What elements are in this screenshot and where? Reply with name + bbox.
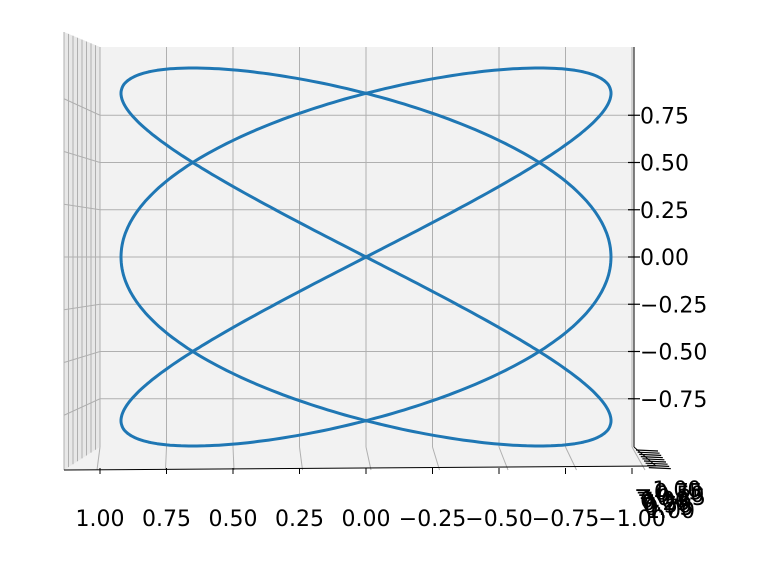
- y-tick-mark: [647, 464, 670, 467]
- x-axis-line: [63, 465, 657, 471]
- x-tick-label: 0.75: [142, 507, 191, 532]
- y-tick-label: −0.75: [636, 481, 703, 506]
- z-tick-label: 0.25: [640, 199, 689, 224]
- y-tick-mark: [635, 449, 659, 452]
- floor-grid-line: [232, 446, 235, 471]
- z-tick-label: 0.50: [640, 152, 689, 177]
- y-tick-mark: [642, 458, 665, 461]
- side-z-grid-line: [63, 203, 101, 211]
- y-tick-mark: [643, 460, 667, 463]
- floor-grid-line: [299, 446, 303, 471]
- side-z-grid-line: [63, 98, 101, 116]
- y-tick-label: 0.75: [645, 496, 694, 521]
- floor-pane: [64, 447, 656, 470]
- axes-panes: [64, 32, 656, 470]
- x-tick-label: 0.25: [275, 507, 324, 532]
- y-tick-mark: [640, 456, 663, 459]
- floor-grid-line: [165, 446, 167, 471]
- side-z-grid-line: [63, 398, 101, 416]
- z-tick-label: −0.75: [640, 388, 707, 413]
- y-tick-label: 0.25: [642, 491, 691, 516]
- side-z-grid-line: [63, 303, 101, 311]
- y-tick-label: −0.25: [639, 486, 706, 511]
- z-tick-label: 0.75: [640, 104, 689, 129]
- series-line: [119, 66, 613, 448]
- z-tick-label: −0.25: [640, 293, 707, 318]
- z-tick-label: −0.50: [640, 341, 707, 366]
- y-tick-mark: [648, 467, 671, 470]
- floor-grid-line: [432, 446, 440, 471]
- y-tick-label: 1.00: [646, 499, 695, 524]
- back-pane: [100, 47, 634, 447]
- side-z-grid-line: [63, 351, 101, 363]
- x-tick-label: 1.00: [76, 507, 125, 532]
- floor-grid-line: [498, 446, 509, 471]
- y-tick-label: −1.00: [634, 478, 701, 503]
- y-tick-mark: [639, 453, 662, 456]
- y-tick-label: −0.50: [637, 483, 704, 508]
- x-tick-label: −0.75: [532, 507, 599, 532]
- x-tick-label: −0.25: [399, 507, 466, 532]
- y-tick-label: 0.00: [640, 488, 689, 513]
- x-tick-label: 0.50: [209, 507, 258, 532]
- z-tick-label: 0.00: [640, 246, 689, 271]
- y-tick-mark: [637, 451, 660, 454]
- x-tick-label: −0.50: [465, 507, 532, 532]
- floor-grid-line: [96, 446, 101, 471]
- side-z-grid-line: [63, 151, 101, 163]
- y-tick-label: 0.50: [643, 494, 692, 519]
- tick-group: 1.00 0.75 0.50 0.25 0.00 −0.25 −0.50 −0.75 −1.00…: [76, 104, 708, 532]
- x-tick-label: 0.00: [342, 507, 391, 532]
- floor-grid-line: [365, 446, 372, 471]
- x-tick-label: −1.00: [598, 507, 665, 532]
- y-tick-mark: [645, 462, 668, 465]
- series-group: [119, 66, 613, 448]
